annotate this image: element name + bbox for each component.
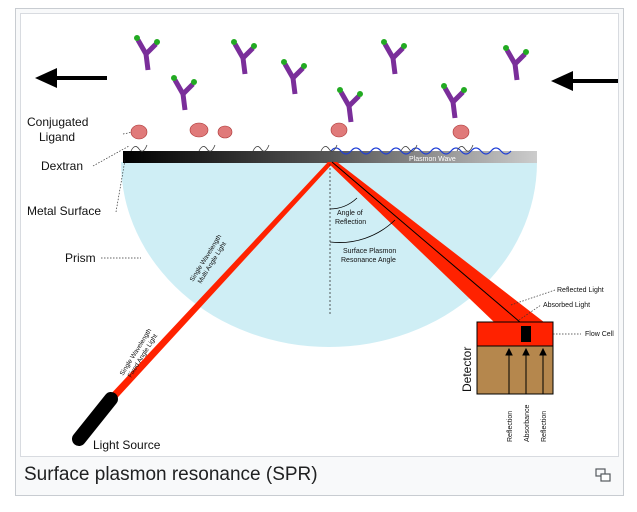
metal-surface	[123, 151, 537, 163]
antibody-icon	[503, 45, 529, 81]
spr-angle-label-1: Surface Plasmon	[343, 248, 396, 255]
ligand-icon	[130, 122, 470, 140]
spr-angle-arc	[329, 219, 396, 243]
detector-body	[476, 345, 554, 395]
reflected-ray-line	[331, 161, 535, 335]
flow-arrow-left-icon	[35, 68, 107, 88]
detector-label: Detector	[460, 347, 474, 392]
reflection-left-label: Reflection	[507, 411, 514, 442]
angle-reflection-label-1: Angle of	[337, 210, 363, 217]
spr-angle-label-2: Resonance Angle	[341, 257, 396, 264]
incident-beam	[79, 162, 334, 432]
spr-diagram-svg: Plasmon Wave	[27, 35, 618, 452]
angle-reflection-label-2: Reflection	[335, 219, 366, 226]
plasmon-wave	[330, 147, 512, 155]
conjugated-ligand-label-2: Ligand	[39, 130, 75, 144]
absorbance-label: Absorbance	[524, 405, 531, 442]
antibody-icon	[134, 35, 160, 71]
figure-thumbnail: Plasmon Wave	[15, 8, 624, 496]
prism-shape	[121, 162, 537, 347]
spr-diagram: Plasmon Wave	[20, 13, 619, 457]
antibody-icon	[381, 39, 407, 75]
antibody-icon	[281, 59, 307, 95]
reflection-angle-arc	[329, 197, 358, 210]
antibody-icon	[231, 39, 257, 75]
antibody-icon	[337, 87, 363, 123]
reflected-light-label: Reflected Light	[557, 287, 604, 294]
flow-cell	[476, 321, 554, 347]
antibody-icon	[171, 75, 197, 111]
flow-cell-label: Flow Cell	[585, 331, 614, 338]
plasmon-wave-label: Plasmon Wave	[409, 156, 456, 163]
metal-surface-label: Metal Surface	[27, 204, 101, 218]
dextran-label: Dextran	[41, 159, 83, 173]
magnify-icon[interactable]	[595, 468, 611, 482]
conjugated-ligand-label-1: Conjugated	[27, 115, 88, 129]
light-source-icon	[72, 392, 118, 446]
detector-arrows	[505, 347, 547, 394]
absorbed-light-label: Absorbed Light	[543, 302, 590, 309]
figure-caption: Surface plasmon resonance (SPR)	[24, 464, 318, 485]
absorbed-spot	[521, 326, 531, 342]
leader-lines	[92, 131, 581, 335]
reflection-right-label: Reflection	[541, 411, 548, 442]
light-source-label: Light Source	[93, 438, 161, 452]
antibody-icon	[441, 83, 467, 119]
prism-label: Prism	[65, 251, 96, 265]
reflected-beam	[327, 162, 549, 344]
dextran-chains	[130, 144, 474, 152]
flow-arrow-right-icon	[551, 71, 618, 91]
